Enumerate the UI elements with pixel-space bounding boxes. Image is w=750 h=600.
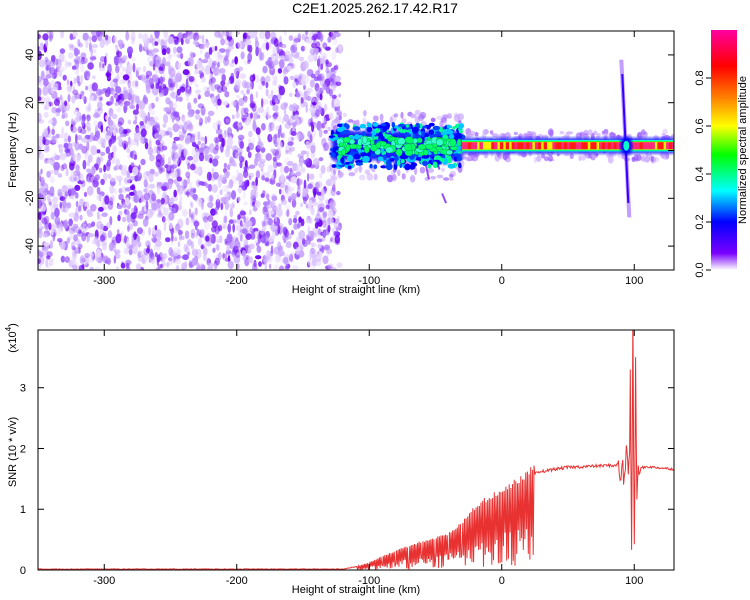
spectrogram-signal-region [328, 59, 674, 218]
spectrogram-x-axis: -300 -200 -100 0 100 [93, 31, 643, 287]
y-tick-label: -20 [24, 190, 36, 206]
y-tick-label: 0 [24, 147, 36, 153]
x-tick-label: -300 [93, 575, 115, 587]
colorbar-label: Normalized spectral amplitude [737, 76, 749, 224]
spectrogram-y-axis: -40 -20 0 20 40 [24, 49, 674, 254]
colorbar-gradient [711, 30, 737, 270]
x-tick-label: -300 [93, 275, 115, 287]
x-tick-label: -100 [358, 275, 380, 287]
snr-y-axis: 0 1 2 3 [20, 383, 674, 577]
x-tick-label: 100 [625, 275, 643, 287]
colorbar-tick-label: 0.4 [694, 166, 706, 181]
y-tick-label: 0 [20, 565, 26, 577]
y-tick-label: 3 [20, 383, 26, 395]
snr-x-label: Height of straight line (km) [292, 584, 420, 596]
colorbar-tick-label: 0.0 [694, 262, 706, 277]
spectrogram-x-label: Height of straight line (km) [292, 284, 420, 296]
colorbar-tick-label: 0.8 [694, 70, 706, 85]
spectrogram-noise-region [38, 31, 344, 270]
snr-y-label: SNR (10 * v/v) [7, 417, 19, 487]
colorbar-tick-label: 0.2 [694, 214, 706, 229]
page-title: C2E1.2025.262.17.42.R17 [292, 0, 458, 16]
y-tick-label: 20 [24, 97, 36, 109]
y-tick-label: -40 [24, 238, 36, 254]
snr-series-line [38, 330, 674, 570]
x-tick-label: -200 [226, 275, 248, 287]
colorbar: 0.0 0.2 0.4 0.6 0.8 Normalized spectral ampl… [694, 30, 749, 278]
y-tick-label: 2 [20, 443, 26, 455]
snr-frame [37, 329, 675, 571]
colorbar-tick-label: 0.6 [694, 118, 706, 133]
snr-y-scale-label: (x104) [4, 323, 19, 353]
x-tick-label: -200 [226, 575, 248, 587]
snr-x-axis: -300 -200 -100 0 100 [93, 330, 643, 587]
svg-text:(x104): (x104) [4, 323, 19, 353]
colorbar-ticks: 0.0 0.2 0.4 0.6 0.8 [694, 70, 711, 278]
x-tick-label: 0 [499, 575, 505, 587]
x-tick-label: 100 [625, 575, 643, 587]
y-tick-label: 40 [24, 49, 36, 61]
spectrogram-y-label: Frequency (Hz) [7, 112, 19, 188]
y-tick-label: 1 [20, 504, 26, 516]
x-tick-label: -100 [358, 575, 380, 587]
snr-panel: -300 -200 -100 0 100 0 1 2 3 Height of straight… [4, 323, 675, 596]
x-tick-label: 0 [499, 275, 505, 287]
